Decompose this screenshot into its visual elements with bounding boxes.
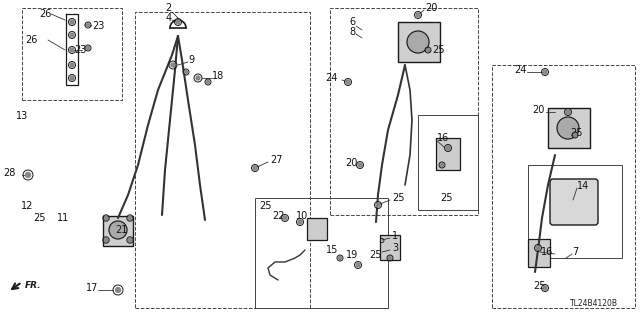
Circle shape — [128, 238, 132, 242]
Text: 18: 18 — [212, 71, 224, 81]
Circle shape — [70, 20, 74, 24]
Circle shape — [358, 163, 362, 167]
Circle shape — [573, 133, 577, 137]
Circle shape — [283, 216, 287, 220]
Circle shape — [543, 70, 547, 74]
Circle shape — [339, 256, 342, 259]
Text: 20: 20 — [532, 105, 545, 115]
Text: 9: 9 — [188, 55, 194, 65]
Circle shape — [407, 31, 429, 53]
Text: 25: 25 — [392, 193, 404, 203]
Bar — [307, 218, 327, 240]
Text: 5: 5 — [378, 235, 384, 245]
Text: 25: 25 — [369, 250, 382, 260]
Circle shape — [104, 216, 108, 220]
Circle shape — [86, 47, 90, 49]
Text: 25: 25 — [33, 213, 46, 223]
Circle shape — [104, 238, 108, 242]
Bar — [135, 12, 310, 308]
Text: 14: 14 — [577, 181, 589, 191]
Bar — [528, 165, 622, 258]
Bar — [528, 239, 550, 267]
Circle shape — [543, 286, 547, 290]
Circle shape — [196, 76, 200, 80]
Circle shape — [207, 80, 209, 84]
Circle shape — [446, 146, 450, 150]
Circle shape — [176, 20, 180, 24]
Bar — [436, 138, 460, 170]
Text: 20: 20 — [346, 158, 358, 168]
Bar — [548, 108, 590, 148]
Circle shape — [346, 80, 350, 84]
Text: 2: 2 — [166, 3, 172, 13]
Circle shape — [440, 164, 444, 167]
Circle shape — [566, 110, 570, 114]
Text: 16: 16 — [541, 247, 553, 257]
Circle shape — [171, 63, 175, 67]
Circle shape — [115, 287, 120, 293]
Circle shape — [70, 48, 74, 52]
Circle shape — [128, 216, 132, 220]
Text: 25: 25 — [534, 281, 546, 291]
Text: 22: 22 — [273, 211, 285, 221]
Circle shape — [376, 203, 380, 207]
Text: 10: 10 — [296, 211, 308, 221]
Text: 25: 25 — [570, 128, 582, 138]
Bar — [255, 198, 388, 308]
Circle shape — [388, 256, 392, 259]
Text: 26: 26 — [26, 35, 38, 45]
Circle shape — [184, 70, 188, 73]
Text: 25: 25 — [259, 201, 272, 211]
Circle shape — [557, 117, 579, 139]
Text: 26: 26 — [40, 9, 52, 19]
Text: FR.: FR. — [25, 281, 42, 291]
Text: 23: 23 — [74, 45, 86, 55]
Bar — [330, 8, 478, 215]
Bar — [103, 216, 133, 246]
Text: 19: 19 — [346, 250, 358, 260]
Text: 20: 20 — [425, 3, 437, 13]
Text: 24: 24 — [326, 73, 338, 83]
Text: 15: 15 — [326, 245, 338, 255]
Circle shape — [109, 221, 127, 239]
Circle shape — [26, 173, 31, 177]
Bar — [22, 8, 122, 100]
Bar — [492, 65, 635, 308]
Circle shape — [536, 246, 540, 250]
Text: 12: 12 — [20, 201, 33, 211]
Circle shape — [253, 166, 257, 170]
Circle shape — [426, 48, 429, 51]
Text: 28: 28 — [4, 168, 16, 178]
FancyBboxPatch shape — [550, 179, 598, 225]
Bar — [398, 22, 440, 62]
Text: 25: 25 — [432, 45, 445, 55]
Text: 17: 17 — [86, 283, 98, 293]
Text: 1: 1 — [392, 231, 398, 241]
Text: 23: 23 — [92, 21, 104, 31]
Text: 25: 25 — [440, 193, 452, 203]
Text: 24: 24 — [515, 65, 527, 75]
Text: 4: 4 — [166, 13, 172, 23]
Circle shape — [70, 63, 74, 67]
Text: 8: 8 — [349, 27, 355, 37]
Text: 7: 7 — [572, 247, 579, 257]
Text: 27: 27 — [270, 155, 282, 165]
Bar — [380, 235, 400, 260]
Text: TL24B4120B: TL24B4120B — [570, 299, 618, 308]
Text: 3: 3 — [392, 243, 398, 253]
Circle shape — [416, 13, 420, 17]
Text: 13: 13 — [16, 111, 28, 121]
Text: 6: 6 — [349, 17, 355, 27]
Text: 16: 16 — [437, 133, 449, 143]
Bar — [418, 115, 478, 210]
Text: 21: 21 — [115, 225, 127, 235]
Circle shape — [356, 263, 360, 267]
Circle shape — [70, 33, 74, 37]
Text: 11: 11 — [57, 213, 69, 223]
Circle shape — [70, 76, 74, 80]
Circle shape — [86, 24, 90, 26]
Circle shape — [298, 220, 302, 224]
